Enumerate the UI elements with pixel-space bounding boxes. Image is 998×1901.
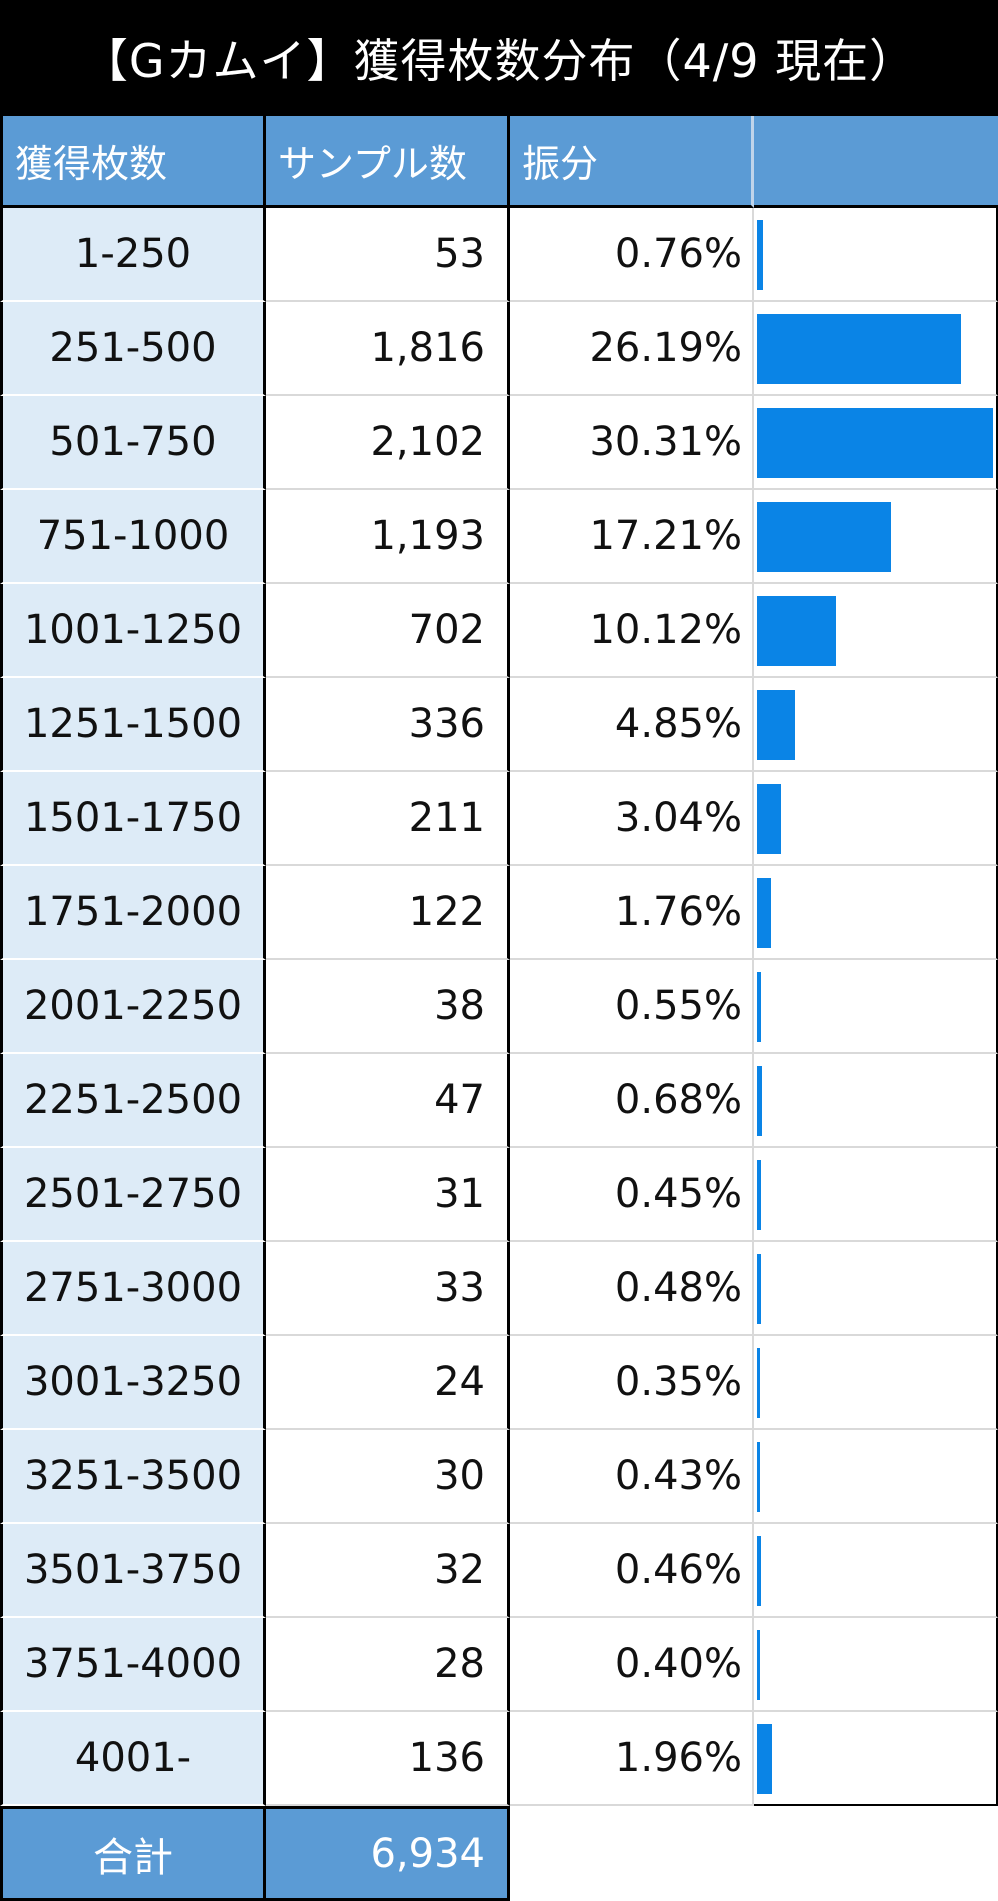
range-cell: 501-750 [0,396,266,490]
bar-cell [754,490,998,584]
sample-count-cell: 31 [266,1148,510,1242]
bar [757,878,771,948]
bar [757,220,763,290]
percent-cell: 0.40% [510,1618,754,1712]
range-cell: 2251-2500 [0,1054,266,1148]
percent-cell: 0.46% [510,1524,754,1618]
bar [757,1442,760,1512]
sample-count-cell: 32 [266,1524,510,1618]
bar [757,596,836,666]
sample-count-cell: 30 [266,1430,510,1524]
percent-cell: 1.76% [510,866,754,960]
percent-cell: 26.19% [510,302,754,396]
range-cell: 3501-3750 [0,1524,266,1618]
bar-cell [754,866,998,960]
bar-cell [754,960,998,1054]
sample-count-cell: 38 [266,960,510,1054]
bar-cell [754,584,998,678]
header-bar [754,116,998,208]
bar-cell [754,1242,998,1336]
sample-count-cell: 1,193 [266,490,510,584]
distribution-table: 獲得枚数 サンプル数 振分 1-250 53 0.76% 251-500 1,816 26… [0,116,998,1901]
sample-count-cell: 33 [266,1242,510,1336]
chart-title: 【Gカムイ】獲得枚数分布（4/9 現在） [0,0,998,116]
bar-cell [754,302,998,396]
percent-cell: 4.85% [510,678,754,772]
sample-count-cell: 24 [266,1336,510,1430]
percent-cell: 0.35% [510,1336,754,1430]
sample-count-cell: 47 [266,1054,510,1148]
range-cell: 1501-1750 [0,772,266,866]
bar-cell [754,208,998,302]
bar [757,1724,772,1794]
bar [757,1254,761,1324]
percent-cell: 3.04% [510,772,754,866]
percent-cell: 1.96% [510,1712,754,1806]
header-samples: サンプル数 [266,116,510,208]
percent-cell: 17.21% [510,490,754,584]
bar-cell [754,1430,998,1524]
percent-cell: 0.43% [510,1430,754,1524]
sample-count-cell: 336 [266,678,510,772]
sample-count-cell: 53 [266,208,510,302]
percent-cell: 0.76% [510,208,754,302]
range-cell: 2751-3000 [0,1242,266,1336]
sample-count-cell: 28 [266,1618,510,1712]
bar-cell [754,772,998,866]
total-label: 合計 [0,1806,266,1901]
bar [757,972,761,1042]
percent-cell: 10.12% [510,584,754,678]
bar-cell [754,1524,998,1618]
sample-count-cell: 122 [266,866,510,960]
range-cell: 3751-4000 [0,1618,266,1712]
bar-cell [754,1054,998,1148]
range-cell: 3001-3250 [0,1336,266,1430]
bar [757,408,993,478]
range-cell: 1001-1250 [0,584,266,678]
bar [757,314,961,384]
bar [757,784,781,854]
bar [757,502,891,572]
percent-cell: 30.31% [510,396,754,490]
total-value: 6,934 [266,1806,510,1901]
range-cell: 2501-2750 [0,1148,266,1242]
range-cell: 751-1000 [0,490,266,584]
bar [757,1160,761,1230]
range-cell: 1751-2000 [0,866,266,960]
bar [757,1536,761,1606]
range-cell: 251-500 [0,302,266,396]
sample-count-cell: 702 [266,584,510,678]
bar [757,690,795,760]
bar [757,1348,760,1418]
range-cell: 1-250 [0,208,266,302]
range-cell: 4001- [0,1712,266,1806]
bar-cell [754,1618,998,1712]
percent-cell: 0.45% [510,1148,754,1242]
bar-cell [754,1148,998,1242]
percent-cell: 0.55% [510,960,754,1054]
bar-cell [754,1336,998,1430]
header-percent: 振分 [510,116,754,208]
range-cell: 1251-1500 [0,678,266,772]
bar-cell [754,396,998,490]
bar [757,1066,762,1136]
sample-count-cell: 136 [266,1712,510,1806]
bar [757,1630,760,1700]
sample-count-cell: 211 [266,772,510,866]
sample-count-cell: 1,816 [266,302,510,396]
bar-cell [754,1712,998,1806]
range-cell: 3251-3500 [0,1430,266,1524]
percent-cell: 0.68% [510,1054,754,1148]
sample-count-cell: 2,102 [266,396,510,490]
percent-cell: 0.48% [510,1242,754,1336]
header-range: 獲得枚数 [0,116,266,208]
bar-cell [754,678,998,772]
range-cell: 2001-2250 [0,960,266,1054]
